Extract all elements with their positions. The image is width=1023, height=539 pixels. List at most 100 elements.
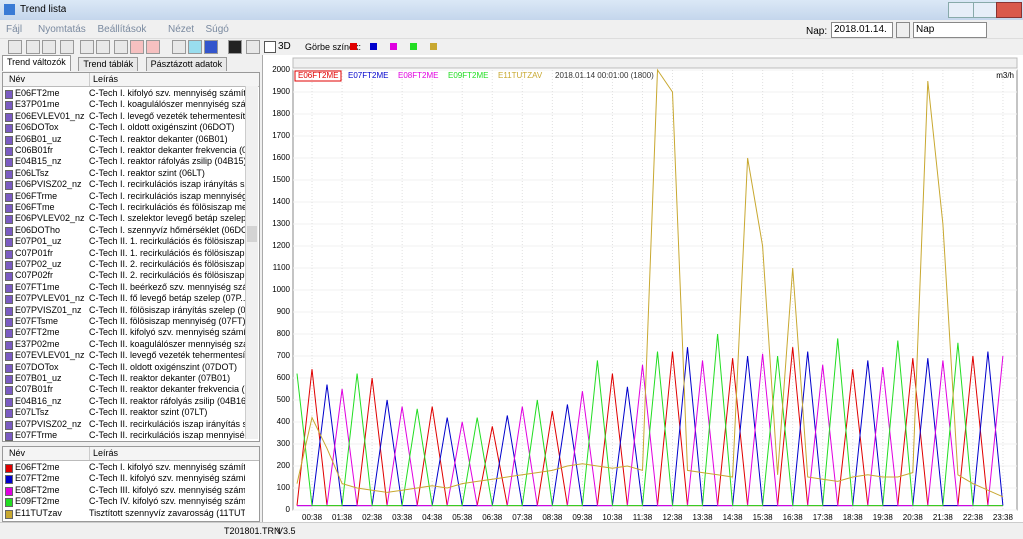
- list-row[interactable]: E08FT2me C-Tech III. kifolyó szv. mennyis…: [3, 485, 247, 496]
- toolbar-button[interactable]: [188, 40, 202, 54]
- close-button[interactable]: [996, 2, 1022, 18]
- menu-item[interactable]: Nyomtatás: [38, 24, 86, 35]
- variable-description: C-Tech I. koagulálószer mennyiség szá...: [89, 99, 245, 110]
- list-row[interactable]: E07LTsz C-Tech II. reaktor szint (07LT): [3, 407, 247, 419]
- tab[interactable]: Trend változók: [2, 55, 71, 71]
- toolbar-button[interactable]: [146, 40, 160, 54]
- variable-description: C-Tech II. koagulálószer mennyiség szá..…: [89, 338, 245, 349]
- list-row[interactable]: E04B16_nz C-Tech II. reaktor ráfolyás zsi…: [3, 396, 247, 407]
- column-header: Leírás: [89, 73, 118, 86]
- toolbar-button[interactable]: [172, 40, 186, 54]
- list-row[interactable]: E06EVLEV01_nz C-Tech I. levegő vezeték te…: [3, 111, 247, 122]
- date-picker[interactable]: 2018.01.14.: [831, 22, 893, 38]
- list-row[interactable]: E07DOTox C-Tech II. oldott oxigénszint (0…: [3, 362, 247, 373]
- toolbar-button[interactable]: [96, 40, 110, 54]
- list-row[interactable]: E06FT2me C-Tech I. kifolyó szv. mennyiség…: [3, 462, 247, 473]
- y-tick-label: 1300: [272, 219, 290, 228]
- list-row[interactable]: E07FTrme C-Tech II. recirkulációs iszap m…: [3, 430, 247, 441]
- list-row[interactable]: E06FTme C-Tech I. recirkulációs és fölösi…: [3, 202, 247, 213]
- row-icon: [5, 204, 13, 213]
- list-row[interactable]: E07PVISZ02_nz C-Tech II. recirkulációs is…: [3, 419, 247, 430]
- variable-description: C-Tech I. oldott oxigénszint (06DOT): [89, 122, 235, 133]
- list-row[interactable]: E06FTrme C-Tech I. recirkulációs iszap me…: [3, 191, 247, 202]
- curve-color-swatch[interactable]: [390, 43, 397, 50]
- list-row[interactable]: E07FT2me C-Tech II. kifolyó szv. mennyisé…: [3, 473, 247, 485]
- curve-color-swatch[interactable]: [350, 43, 357, 50]
- list-row[interactable]: E07FTsme C-Tech II. fölösiszap mennyiség …: [3, 316, 247, 327]
- list-row[interactable]: E06PVLEV02_nz C-Tech I. szelektor levegő …: [3, 213, 247, 225]
- scrollbar[interactable]: [245, 86, 258, 439]
- date-spinner[interactable]: [896, 22, 910, 38]
- row-icon: [5, 509, 13, 519]
- variable-name: E06PVISZ02_nz: [15, 179, 82, 190]
- list-row[interactable]: E09FT2me C-Tech IV. kifolyó szv. mennyisé…: [3, 496, 247, 508]
- day-label: Nap:: [806, 26, 828, 37]
- toolbar-button[interactable]: [60, 40, 74, 54]
- toolbar-button[interactable]: [204, 40, 218, 54]
- tab[interactable]: Pásztázott adatok: [145, 57, 228, 71]
- list-row[interactable]: E07FT1me C-Tech II. beérkező szv. mennyis…: [3, 282, 247, 293]
- checkbox-3d[interactable]: [264, 41, 276, 53]
- variable-name: E07PVISZ02_nz: [15, 418, 82, 429]
- row-icon: [5, 318, 13, 327]
- list-row[interactable]: C06B01fr C-Tech I. reaktor dekanter frekv…: [3, 145, 247, 156]
- toolbar-button[interactable]: [8, 40, 22, 54]
- list-row[interactable]: C07B01fr C-Tech II. reaktor dekanter frek…: [3, 384, 247, 396]
- curve-color-swatch[interactable]: [410, 43, 417, 50]
- list-row[interactable]: E06LTsz C-Tech I. reaktor szint (06LT): [3, 168, 247, 179]
- list-row[interactable]: E07EVLEV01_nz C-Tech II. levegő vezeték t…: [3, 350, 247, 362]
- list-row[interactable]: E37P02me C-Tech II. koagulálószer mennyis…: [3, 339, 247, 350]
- y-tick-label: 2000: [272, 65, 290, 74]
- y-tick-label: 500: [277, 395, 291, 404]
- x-tick-label: 07:38: [512, 513, 533, 522]
- column-header: Leírás: [89, 447, 118, 460]
- list-row[interactable]: E07P01_uz C-Tech II. 1. recirkulációs és …: [3, 236, 247, 248]
- list-row[interactable]: E11TUTzav Tisztított szennyvíz zavarosság…: [3, 508, 247, 519]
- toolbar-button[interactable]: [130, 40, 144, 54]
- y-tick-label: 1500: [272, 175, 290, 184]
- list-row[interactable]: E37P01me C-Tech I. koagulálószer mennyisé…: [3, 99, 247, 111]
- variable-name: E07EVLEV01_nz: [15, 350, 85, 361]
- variable-name: E07P02_uz: [15, 259, 62, 269]
- toolbar-button[interactable]: [42, 40, 56, 54]
- row-icon: [5, 158, 13, 168]
- column-header: Név: [9, 448, 26, 458]
- x-tick-label: 03:38: [392, 513, 413, 522]
- horizontal-scrollbar[interactable]: [292, 57, 1018, 69]
- toolbar-button[interactable]: [114, 40, 128, 54]
- menu-item[interactable]: Fájl: [6, 24, 23, 35]
- tab[interactable]: Trend táblák: [78, 57, 139, 71]
- list-row[interactable]: E06B01_uz C-Tech I. reaktor dekanter (06B…: [3, 134, 247, 145]
- toolbar-button[interactable]: [26, 40, 40, 54]
- scroll-thumb[interactable]: [247, 226, 257, 242]
- list-row[interactable]: E06FT2me C-Tech I. kifolyó szv. mennyiség…: [3, 88, 247, 99]
- list-row[interactable]: E04B15_nz C-Tech I. reaktor ráfolyás zsil…: [3, 156, 247, 168]
- x-tick-label: 12:38: [662, 513, 683, 522]
- period-value: Nap: [916, 24, 935, 35]
- title-bar: Trend lista: [0, 0, 1023, 20]
- list-row[interactable]: E06DOTox C-Tech I. oldott oxigénszint (06…: [3, 122, 247, 134]
- list-row[interactable]: E06DOTho C-Tech I. szennyvíz hőmérséklet …: [3, 225, 247, 236]
- list-row[interactable]: E07FT2me C-Tech II. kifolyó szv. mennyisé…: [3, 327, 247, 339]
- menu-item[interactable]: Nézet: [168, 24, 195, 35]
- toolbar-button[interactable]: [246, 40, 260, 54]
- maximize-button[interactable]: [973, 2, 997, 18]
- list-row[interactable]: E07PVLEV01_nz C-Tech II. fő levegő betáp …: [3, 293, 247, 305]
- y-tick-label: 700: [277, 351, 291, 360]
- curve-color-swatch[interactable]: [430, 43, 437, 50]
- list-row[interactable]: E07P02_uz C-Tech II. 2. recirkulációs és …: [3, 259, 247, 270]
- variable-description: C-Tech IV. kifolyó szv. mennyiség számí.…: [89, 496, 245, 507]
- toolbar-button[interactable]: [228, 40, 242, 54]
- period-select[interactable]: Nap: [913, 22, 987, 38]
- list-row[interactable]: E07PVISZ01_nz C-Tech II. fölösiszap irány…: [3, 305, 247, 316]
- curve-color-swatch[interactable]: [370, 43, 377, 50]
- list-row[interactable]: C07P02fr C-Tech II. 2. recirkulációs és f…: [3, 270, 247, 282]
- menu-item[interactable]: Súgó: [205, 24, 229, 35]
- toolbar-button[interactable]: [80, 40, 94, 54]
- list-row[interactable]: E06PVISZ02_nz C-Tech I. recirkulációs isz…: [3, 179, 247, 191]
- tab-strip: Trend változók Trend táblák Pásztázott ada…: [2, 55, 260, 71]
- minimize-button[interactable]: [948, 2, 974, 18]
- list-row[interactable]: E07B01_uz C-Tech II. reaktor dekanter (07…: [3, 373, 247, 384]
- menu-item[interactable]: Beállítások: [97, 24, 147, 35]
- list-row[interactable]: C07P01fr C-Tech II. 1. recirkulációs és f…: [3, 248, 247, 259]
